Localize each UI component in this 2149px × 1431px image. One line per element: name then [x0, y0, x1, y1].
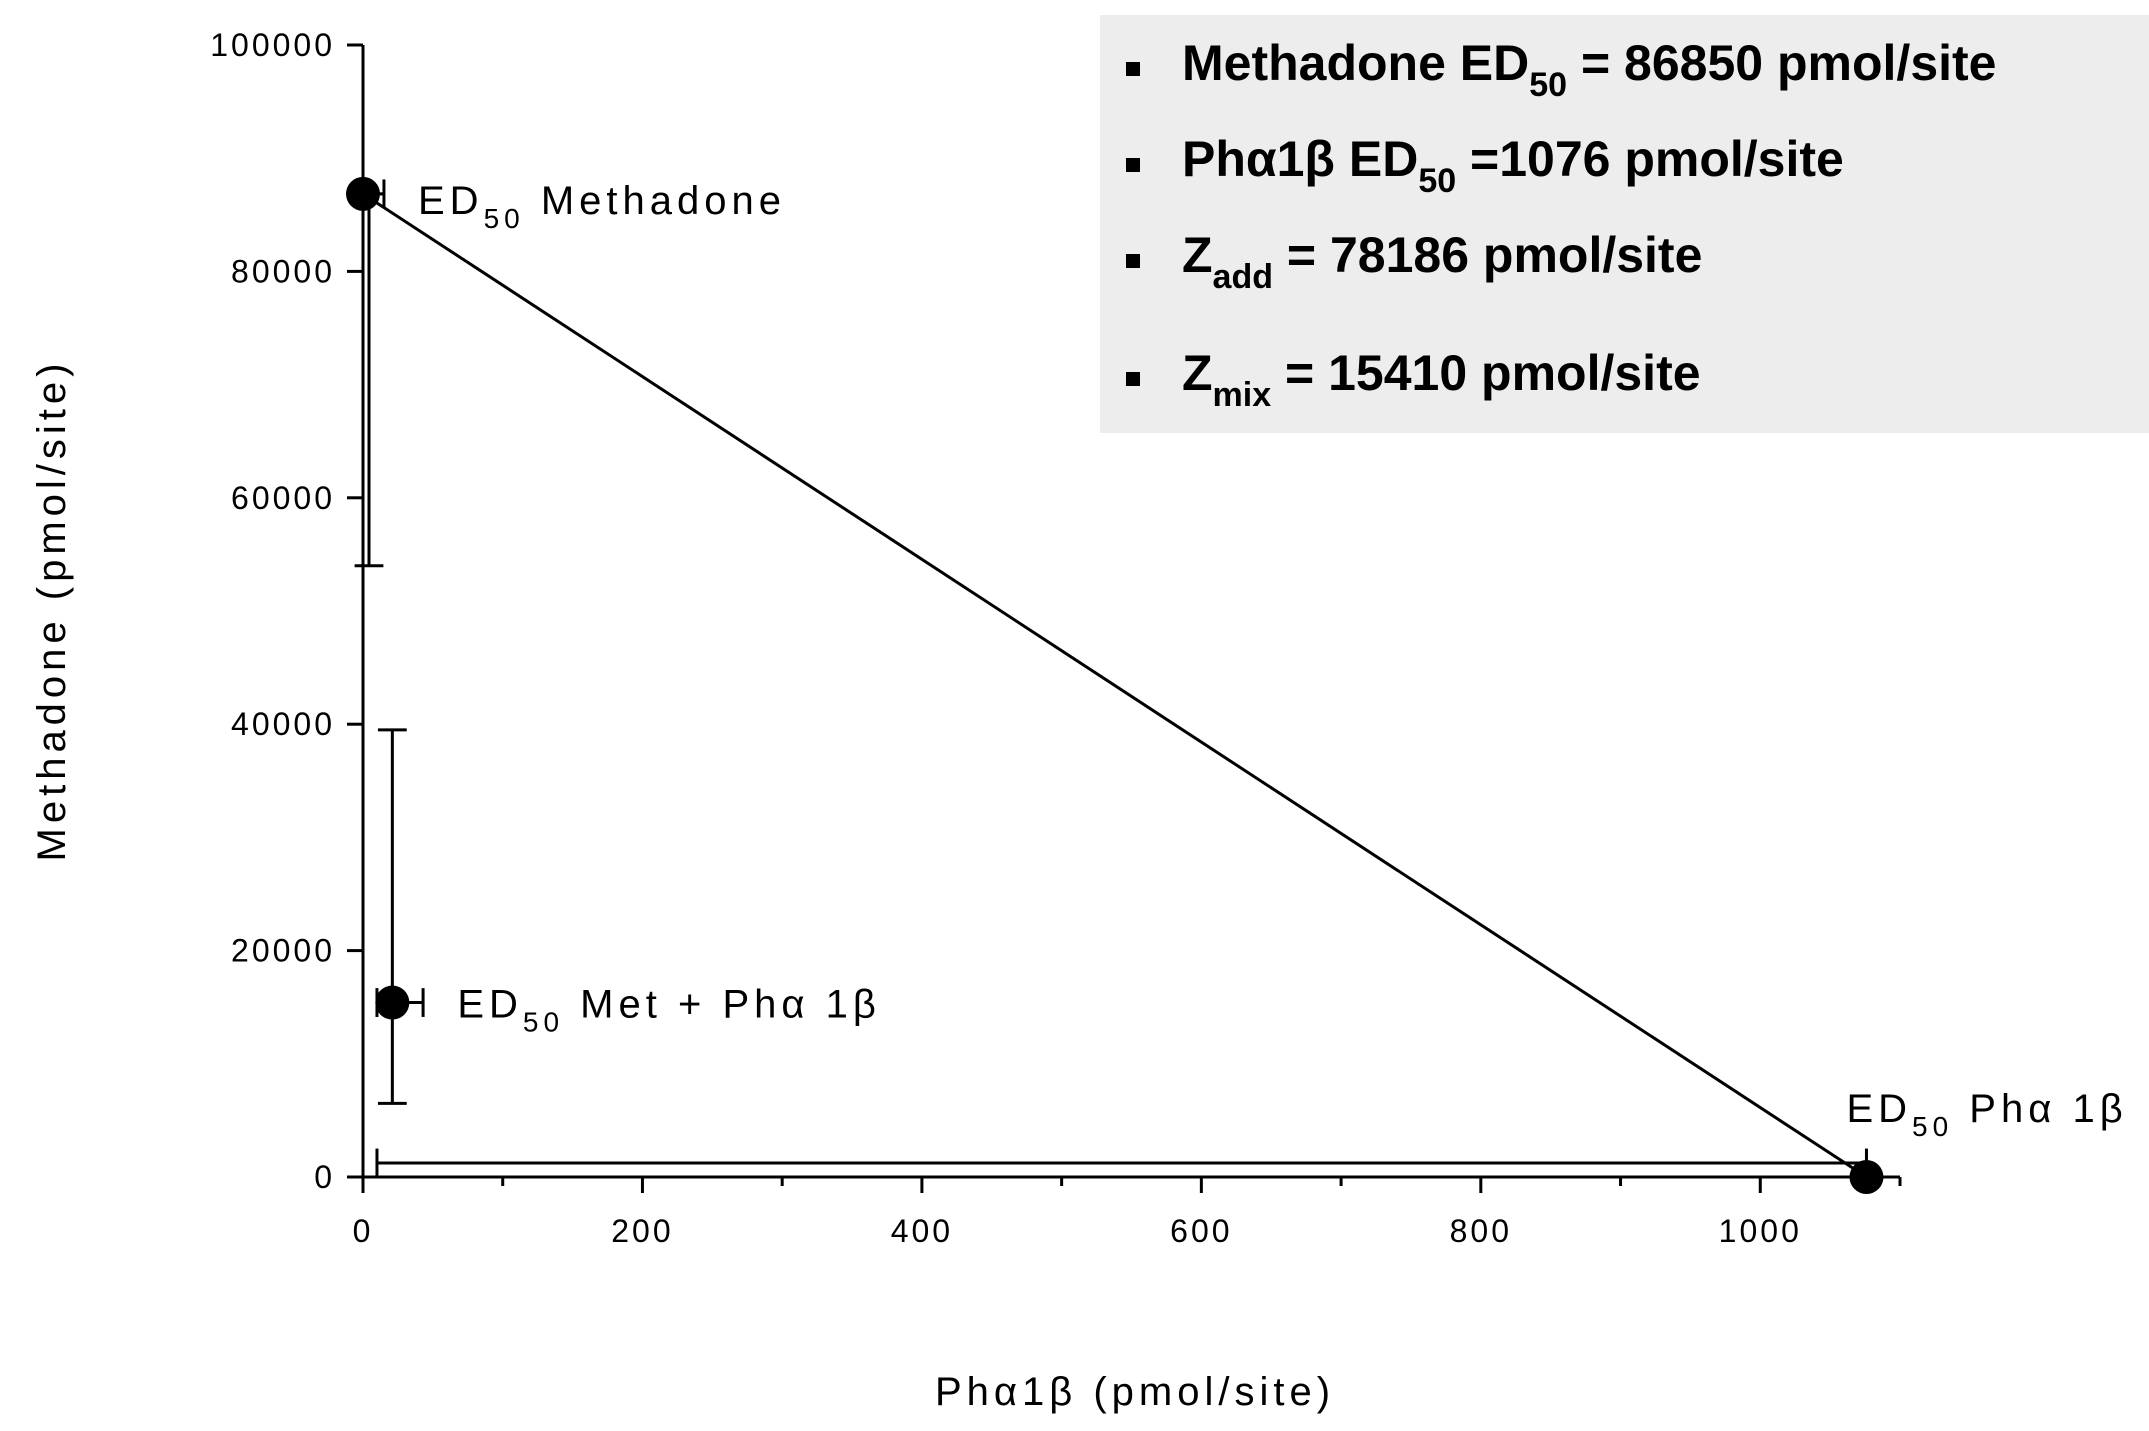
legend-bullet-icon [1126, 254, 1140, 268]
x-tick-label: 200 [611, 1213, 673, 1249]
legend-bullet-icon [1126, 372, 1140, 386]
legend-item: Phα1β ED50 =1076 pmol/site [1182, 131, 1844, 200]
legend-item: Methadone ED50 = 86850 pmol/site [1182, 35, 1996, 104]
x-tick-label: 600 [1170, 1213, 1232, 1249]
y-axis-title: Methadone (pmol/site) [30, 359, 74, 862]
point-label-methadone: ED50 Methadone [418, 179, 786, 234]
data-point-pha1b [1849, 1160, 1884, 1194]
y-tick-label: 0 [314, 1159, 335, 1195]
legend-bullet-icon [1126, 62, 1140, 76]
x-tick-label: 1000 [1719, 1213, 1802, 1249]
x-tick-label: 400 [891, 1213, 953, 1249]
x-tick-label: 0 [353, 1213, 374, 1249]
y-tick-label: 80000 [231, 253, 335, 289]
chart-marks: ED50 Methadone ED50 Met + Phα 1β ED50 Phα … [346, 176, 2127, 1194]
y-tick-label: 20000 [231, 933, 335, 969]
axes: 0 200 400 600 800 1000 0 20000 40000 60000 80000 10… [210, 27, 1902, 1249]
x-axis-title: Phα1β (pmol/site) [935, 1370, 1335, 1414]
legend-bullet-icon [1126, 158, 1140, 172]
data-point-mix [375, 985, 410, 1020]
x-tick-label: 800 [1450, 1213, 1512, 1249]
y-tick-label: 100000 [210, 27, 335, 63]
y-tick-label: 60000 [231, 480, 335, 516]
data-point-methadone [346, 176, 380, 211]
legend-item: Zadd = 78186 pmol/site [1182, 227, 1702, 296]
y-tick-label: 40000 [231, 706, 335, 742]
additivity-line [362, 192, 1868, 1179]
legend-item: Zmix = 15410 pmol/site [1182, 345, 1701, 414]
legend-background [1100, 15, 2149, 433]
point-label-mix: ED50 Met + Phα 1β [457, 983, 881, 1038]
point-label-pha1b: ED50 Phα 1β [1846, 1087, 2127, 1142]
legend-box: Methadone ED50 = 86850 pmol/site Phα1β ED… [1100, 15, 2149, 433]
